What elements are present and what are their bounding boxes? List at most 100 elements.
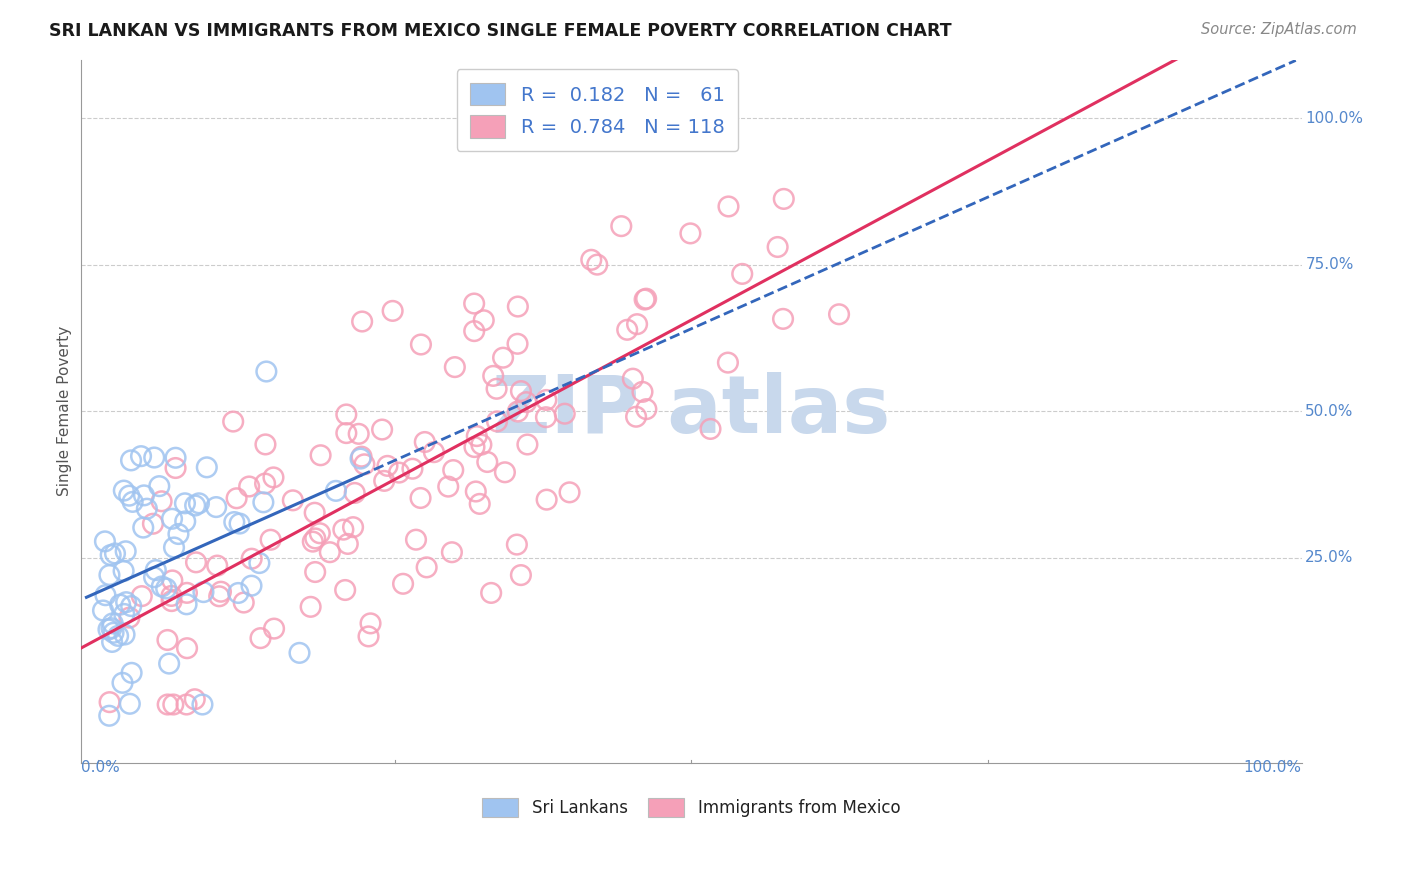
Point	[205, 500, 228, 514]
Point	[104, 546, 127, 560]
Point	[232, 595, 254, 609]
Text: ZIP atlas: ZIP atlas	[492, 372, 890, 450]
Point	[165, 461, 187, 475]
Point	[717, 356, 740, 370]
Point	[156, 632, 179, 647]
Point	[699, 422, 721, 436]
Point	[100, 548, 122, 562]
Point	[336, 537, 359, 551]
Point	[226, 586, 249, 600]
Point	[342, 520, 364, 534]
Point	[766, 240, 789, 254]
Point	[610, 219, 633, 234]
Point	[463, 296, 485, 310]
Point	[309, 448, 332, 462]
Point	[262, 470, 284, 484]
Point	[479, 586, 502, 600]
Point	[288, 646, 311, 660]
Point	[304, 506, 326, 520]
Point	[304, 565, 326, 579]
Point	[301, 534, 323, 549]
Point	[357, 629, 380, 643]
Point	[157, 657, 180, 671]
Point	[118, 489, 141, 503]
Point	[184, 692, 207, 706]
Point	[121, 495, 143, 509]
Point	[132, 488, 155, 502]
Point	[224, 515, 246, 529]
Point	[352, 314, 374, 328]
Point	[160, 589, 183, 603]
Point	[108, 598, 131, 612]
Point	[299, 599, 322, 614]
Point	[174, 515, 197, 529]
Point	[335, 426, 357, 441]
Point	[332, 523, 354, 537]
Point	[392, 576, 415, 591]
Point	[176, 586, 198, 600]
Text: 75.0%: 75.0%	[1305, 257, 1354, 272]
Point	[120, 453, 142, 467]
Point	[131, 589, 153, 603]
Point	[107, 629, 129, 643]
Point	[228, 516, 250, 531]
Point	[477, 455, 499, 469]
Point	[281, 493, 304, 508]
Point	[437, 480, 460, 494]
Point	[165, 450, 187, 465]
Point	[506, 300, 529, 314]
Point	[343, 486, 366, 500]
Point	[515, 395, 537, 409]
Point	[163, 541, 186, 555]
Point	[112, 483, 135, 498]
Point	[143, 450, 166, 465]
Point	[333, 582, 356, 597]
Point	[114, 627, 136, 641]
Point	[160, 512, 183, 526]
Point	[143, 570, 166, 584]
Point	[534, 410, 557, 425]
Point	[167, 527, 190, 541]
Point	[465, 429, 488, 443]
Point	[112, 607, 135, 621]
Point	[101, 616, 124, 631]
Point	[120, 599, 142, 613]
Point	[145, 563, 167, 577]
Point	[240, 551, 263, 566]
Point	[482, 368, 505, 383]
Point	[115, 595, 138, 609]
Point	[472, 313, 495, 327]
Point	[586, 258, 609, 272]
Point	[150, 494, 173, 508]
Point	[240, 579, 263, 593]
Point	[184, 499, 207, 513]
Point	[377, 458, 399, 473]
Point	[118, 610, 141, 624]
Point	[176, 641, 198, 656]
Point	[176, 698, 198, 712]
Point	[373, 474, 395, 488]
Point	[409, 337, 432, 351]
Point	[440, 545, 463, 559]
Point	[142, 516, 165, 531]
Point	[717, 199, 740, 213]
Point	[176, 597, 198, 611]
Point	[222, 415, 245, 429]
Point	[510, 384, 533, 398]
Point	[335, 408, 357, 422]
Point	[254, 364, 277, 378]
Point	[401, 461, 423, 475]
Point	[132, 520, 155, 534]
Point	[135, 501, 157, 516]
Point	[350, 450, 373, 464]
Point	[156, 698, 179, 712]
Point	[263, 622, 285, 636]
Point	[371, 423, 394, 437]
Point	[254, 437, 277, 451]
Point	[731, 267, 754, 281]
Point	[636, 292, 658, 306]
Point	[308, 526, 330, 541]
Point	[409, 491, 432, 505]
Point	[554, 407, 576, 421]
Point	[174, 496, 197, 510]
